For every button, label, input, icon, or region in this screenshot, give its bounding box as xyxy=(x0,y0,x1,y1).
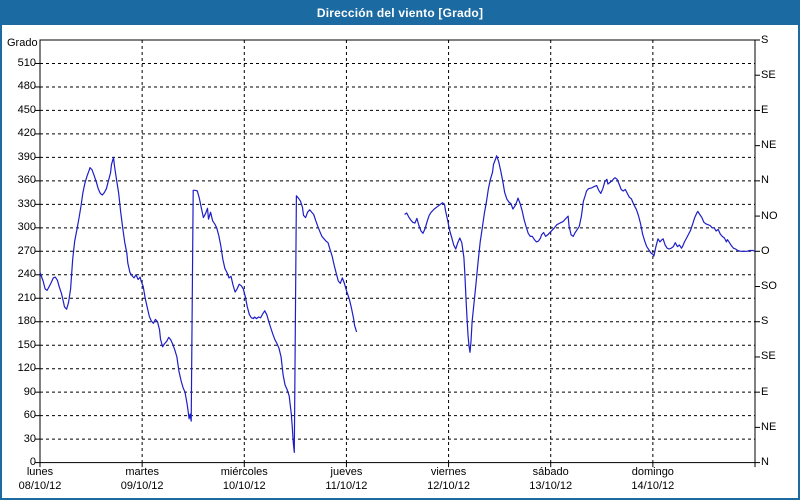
chart-title: Dirección del viento [Grado] xyxy=(316,5,484,20)
x-date-label: 09/10/12 xyxy=(120,480,164,492)
x-date-label: 10/10/12 xyxy=(222,480,266,492)
y-left-tick-label: 120 xyxy=(17,362,36,375)
x-date-label: 11/10/12 xyxy=(325,480,368,492)
y-left-tick-label: 210 xyxy=(17,291,36,304)
y-left-tick-label: 300 xyxy=(17,221,36,234)
y-left-tick-label: 150 xyxy=(17,338,36,351)
x-date-label: 13/10/12 xyxy=(529,480,573,492)
y-left-tick-label: 480 xyxy=(17,80,36,93)
x-date-label: 12/10/12 xyxy=(427,480,470,492)
y-right-tick-label: NE xyxy=(761,139,777,152)
y-left-tick-label: 60 xyxy=(23,409,36,422)
y-right-tick-label: NO xyxy=(761,209,778,222)
series-wind-direction-degrees xyxy=(39,156,358,453)
y-axis-title: Grado xyxy=(7,37,38,49)
y-right-tick-label: SE xyxy=(761,350,776,363)
y-right-tick-label: N xyxy=(761,174,769,187)
y-left-tick-label: 330 xyxy=(17,197,36,210)
y-left-tick-label: 390 xyxy=(17,150,36,163)
y-right-tick-label: E xyxy=(761,103,769,116)
y-left-tick-label: 450 xyxy=(17,103,36,116)
x-day-label: viernes xyxy=(430,466,467,478)
x-day-label: domingo xyxy=(631,466,674,478)
x-date-label: 14/10/12 xyxy=(631,480,675,492)
y-right-tick-label: S xyxy=(761,33,769,46)
y-right-tick-label: NE xyxy=(761,420,777,433)
y-right-tick-label: SO xyxy=(761,280,777,293)
x-day-label: martes xyxy=(125,466,159,478)
x-day-label: jueves xyxy=(330,466,363,478)
y-left-tick-label: 420 xyxy=(17,127,36,140)
x-day-label: miércoles xyxy=(220,466,268,478)
series-wind-direction-degrees xyxy=(404,155,756,353)
y-left-tick-label: 360 xyxy=(17,174,36,187)
y-left-tick-label: 30 xyxy=(23,432,36,445)
chart-title-bar: Dirección del viento [Grado] xyxy=(0,0,800,25)
x-day-label: lunes xyxy=(26,466,54,478)
y-right-tick-label: S xyxy=(761,315,769,328)
y-right-tick-label: N xyxy=(761,456,769,469)
x-day-label: sábado xyxy=(532,466,569,478)
x-date-label: 08/10/12 xyxy=(18,480,62,492)
y-left-tick-label: 0 xyxy=(29,456,36,469)
y-left-tick-label: 270 xyxy=(17,244,36,257)
y-left-tick-label: 180 xyxy=(17,315,36,328)
y-right-tick-label: E xyxy=(761,385,769,398)
y-right-tick-label: O xyxy=(761,244,770,257)
y-right-tick-label: SE xyxy=(761,68,776,81)
y-left-tick-label: 90 xyxy=(23,385,36,398)
y-left-tick-label: 240 xyxy=(17,268,36,281)
y-left-tick-label: 510 xyxy=(17,56,36,69)
